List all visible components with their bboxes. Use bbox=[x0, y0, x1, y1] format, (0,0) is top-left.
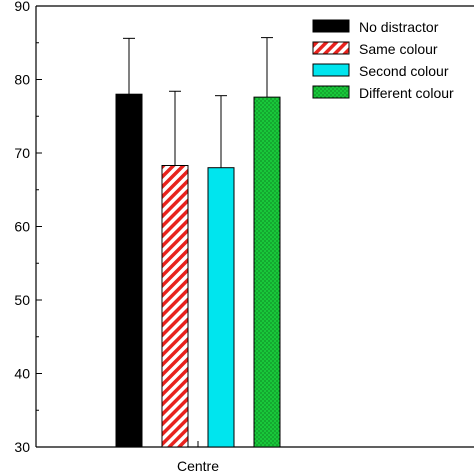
legend-label: No distractor bbox=[359, 19, 439, 35]
bars bbox=[115, 37, 281, 448]
legend: No distractor Same colour Second colour Dif… bbox=[312, 19, 454, 101]
legend-swatch bbox=[312, 41, 350, 55]
y-tick-label: 50 bbox=[14, 292, 30, 308]
y-tick-label: 40 bbox=[14, 366, 30, 382]
legend-label: Same colour bbox=[359, 41, 438, 57]
legend-swatch bbox=[312, 19, 350, 33]
legend-swatch bbox=[312, 85, 350, 99]
axes: 30 40 50 60 70 80 90 Centre bbox=[14, 0, 474, 474]
y-tick-label: 90 bbox=[14, 0, 30, 14]
legend-label: Second colour bbox=[359, 63, 449, 79]
y-tick-label: 70 bbox=[14, 145, 30, 161]
bar bbox=[207, 167, 235, 448]
legend-label: Different colour bbox=[359, 85, 454, 101]
y-tick-label: 30 bbox=[14, 439, 30, 455]
bar bbox=[115, 93, 143, 448]
bar bbox=[253, 96, 281, 448]
x-tick-label: Centre bbox=[177, 458, 219, 474]
y-tick-label: 60 bbox=[14, 219, 30, 235]
y-tick-label: 80 bbox=[14, 72, 30, 88]
bar bbox=[161, 164, 189, 448]
legend-swatch bbox=[312, 63, 350, 77]
